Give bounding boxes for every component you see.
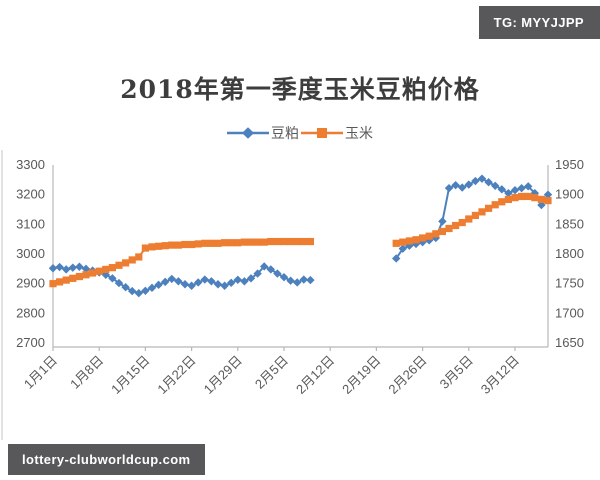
right-axis-tick-label: 1900 <box>555 187 584 202</box>
left-axis-tick-label: 2700 <box>16 335 45 350</box>
legend-label-corn: 玉米 <box>345 125 373 141</box>
right-axis-tick-label: 1700 <box>555 305 584 320</box>
legend-item-soybean-meal: 豆粕 <box>227 123 299 143</box>
x-axis-tick-label: 3月5日 <box>437 353 476 392</box>
legend-item-corn: 玉米 <box>301 123 373 143</box>
right-axis-tick-label: 1650 <box>555 335 584 350</box>
left-axis-tick-label: 2900 <box>16 276 45 291</box>
x-axis-tick-label: 1月29日 <box>201 353 245 397</box>
x-axis-tick-label: 3月12日 <box>478 353 522 397</box>
series-soybean-meal <box>48 174 553 298</box>
x-axis-tick-label: 2月12日 <box>293 353 337 397</box>
left-axis-tick-label: 3100 <box>16 216 45 231</box>
chart-title: 2018年第一季度玉米豆粕价格 <box>120 75 480 104</box>
chart-legend: 豆粕 玉米 <box>0 123 600 143</box>
right-axis-tick-label: 1750 <box>555 276 584 291</box>
telegram-watermark-badge: TG: MYYJJPP <box>478 6 600 39</box>
left-edge-divider <box>1 150 3 440</box>
legend-label-soybean-meal: 豆粕 <box>271 125 299 141</box>
series-corn <box>49 192 552 288</box>
x-axis-tick-label: 2月5日 <box>252 353 291 392</box>
corn-line-marker-icon <box>301 128 343 138</box>
left-axis-tick-label: 3000 <box>16 246 45 261</box>
left-axis-tick-label: 3300 <box>16 157 45 172</box>
x-axis-tick-label: 1月8日 <box>67 353 106 392</box>
x-axis-tick-label: 2月19日 <box>339 353 383 397</box>
x-axis-tick-label: 1月1日 <box>21 353 60 392</box>
price-line-chart: 3300 3200 3100 3000 2900 2800 2700 1950 1900 1850… <box>16 157 584 397</box>
x-axis-tick-label: 1月15日 <box>108 353 152 397</box>
x-axis-tick-label: 2月26日 <box>385 353 429 397</box>
axis-tick-labels: 3300 3200 3100 3000 2900 2800 2700 1950 1900 1850… <box>16 157 584 397</box>
x-axis-tick-label: 1月22日 <box>154 353 198 397</box>
axes <box>52 165 549 351</box>
left-axis-tick-label: 3200 <box>16 187 45 202</box>
left-axis-tick-label: 2800 <box>16 305 45 320</box>
right-axis-tick-label: 1800 <box>555 246 584 261</box>
right-axis-tick-label: 1950 <box>555 157 584 172</box>
website-watermark-badge: lottery-clubworldcup.com <box>8 444 205 475</box>
soybean-meal-line-marker-icon <box>227 127 269 139</box>
right-axis-tick-label: 1850 <box>555 216 584 231</box>
